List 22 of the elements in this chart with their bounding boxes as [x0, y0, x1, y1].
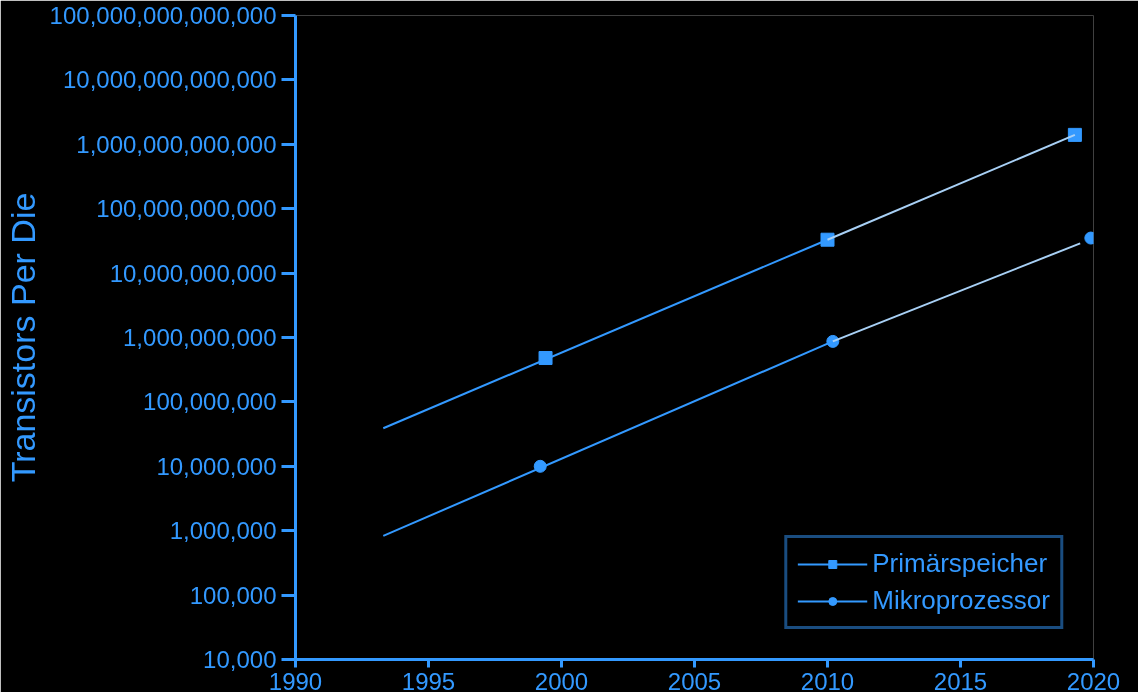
y-tick-label: 1,000,000,000 — [123, 324, 277, 351]
y-tick-label: 100,000,000,000,000 — [49, 2, 277, 29]
y-tick-label: 10,000,000,000 — [109, 259, 277, 287]
legend-label: Primärspeicher — [872, 548, 1048, 579]
x-tick-label: 1995 — [401, 667, 456, 692]
y-tick-label: 1,000,000 — [169, 517, 277, 545]
point — [1067, 127, 1082, 142]
x-tick-label: 2005 — [667, 667, 722, 692]
y-tick-label: 1,000,000,000,000 — [76, 130, 277, 158]
y-tick-label: 10,000,000,000,000 — [62, 66, 277, 94]
y-tick-label: 100,000 — [189, 581, 277, 609]
x-tick-label: 2010 — [800, 667, 855, 692]
point — [820, 232, 835, 247]
y-axis-title: Transistors Per Die — [3, 192, 42, 483]
x-tick-label: 2000 — [534, 667, 589, 692]
legend-label: Mikroprozessor — [872, 585, 1050, 616]
y-tick-label: 100,000,000,000 — [96, 195, 277, 223]
y-tick-label: 10,000,000 — [156, 452, 277, 480]
point — [538, 351, 553, 366]
x-tick-label: 2020 — [1066, 667, 1121, 692]
y-tick-label: 100,000,000 — [143, 388, 277, 416]
x-tick-label: 2015 — [933, 667, 988, 692]
